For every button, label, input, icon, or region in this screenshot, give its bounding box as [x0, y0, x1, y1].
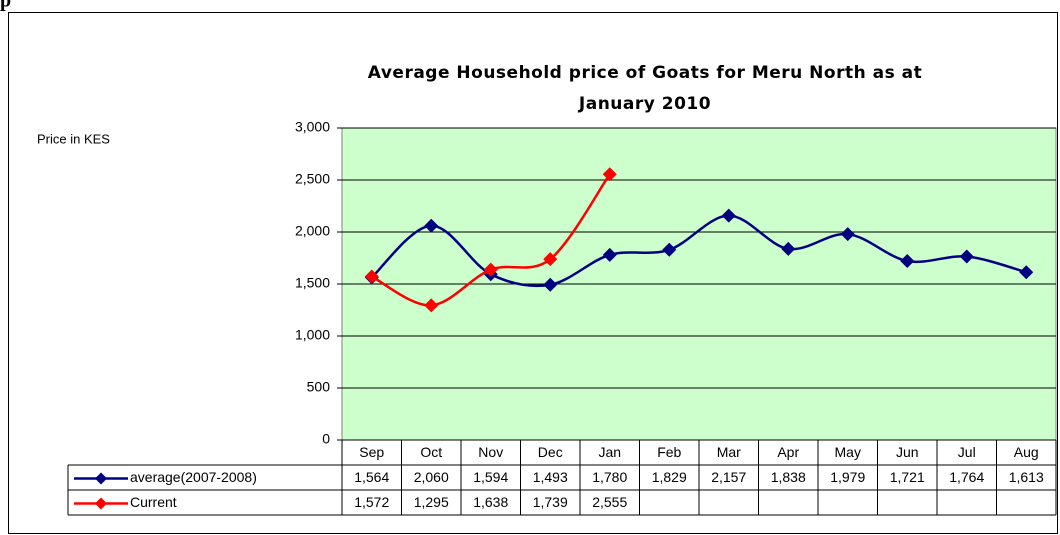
- x-tick-label: Mar: [717, 444, 741, 460]
- y-tick-label: 0: [322, 431, 330, 447]
- table-value: 1,613: [1009, 469, 1044, 485]
- point-marker: [900, 254, 915, 269]
- table-value: 1,780: [592, 469, 627, 485]
- table-value: 1,638: [473, 494, 508, 510]
- legend-marker: [95, 472, 107, 485]
- table-value: 1,594: [473, 469, 508, 485]
- table-value: 1,739: [533, 494, 568, 510]
- point-marker: [543, 277, 558, 292]
- x-tick-label: May: [835, 444, 861, 460]
- table-value: 2,157: [711, 469, 746, 485]
- x-tick-label: Jan: [598, 444, 621, 460]
- legend-marker: [95, 497, 107, 510]
- table-value: 1,829: [652, 469, 687, 485]
- table-value: 2,555: [592, 494, 627, 510]
- point-marker: [662, 242, 677, 257]
- y-tick-label: 1,000: [295, 327, 330, 343]
- point-marker: [959, 249, 974, 264]
- y-tick-label: 2,000: [295, 223, 330, 239]
- table-value: 1,764: [949, 469, 984, 485]
- x-tick-label: Feb: [657, 444, 681, 460]
- legend-label: average(2007-2008): [130, 469, 257, 485]
- x-tick-label: Oct: [420, 444, 442, 460]
- y-tick-label: 1,500: [295, 275, 330, 291]
- table-value: 1,493: [533, 469, 568, 485]
- point-marker: [424, 298, 439, 313]
- table-value: 1,295: [414, 494, 449, 510]
- y-tick-label: 2,500: [295, 171, 330, 187]
- table-value: 2,060: [414, 469, 449, 485]
- x-tick-label: Sep: [359, 444, 384, 460]
- y-tick-label: 500: [307, 379, 331, 395]
- point-marker: [1019, 265, 1034, 280]
- point-marker: [840, 227, 855, 242]
- x-tick-label: Nov: [478, 444, 503, 460]
- heading: p: [0, 0, 11, 12]
- point-marker: [364, 269, 379, 284]
- y-axis-label: Price in KES: [37, 131, 110, 146]
- table-value: 1,838: [771, 469, 806, 485]
- x-tick-label: Jun: [896, 444, 919, 460]
- point-marker: [721, 208, 736, 223]
- legend-label: Current: [130, 494, 177, 510]
- x-tick-label: Apr: [777, 444, 799, 460]
- point-marker: [781, 241, 796, 256]
- y-tick-label: 3,000: [295, 119, 330, 135]
- point-marker: [602, 167, 617, 182]
- table-value: 1,721: [890, 469, 925, 485]
- chart-title: Average Household price of Goats for Mer…: [368, 63, 922, 83]
- point-marker: [602, 247, 617, 262]
- point-marker: [543, 252, 558, 267]
- x-tick-label: Aug: [1014, 444, 1039, 460]
- point-marker: [424, 218, 439, 233]
- x-tick-label: Dec: [538, 444, 563, 460]
- point-marker: [483, 262, 498, 277]
- table-value: 1,572: [354, 494, 389, 510]
- table-value: 1,564: [354, 469, 389, 485]
- table-value: 1,979: [830, 469, 865, 485]
- chart-title: January 2010: [578, 94, 711, 114]
- x-tick-label: Jul: [958, 444, 976, 460]
